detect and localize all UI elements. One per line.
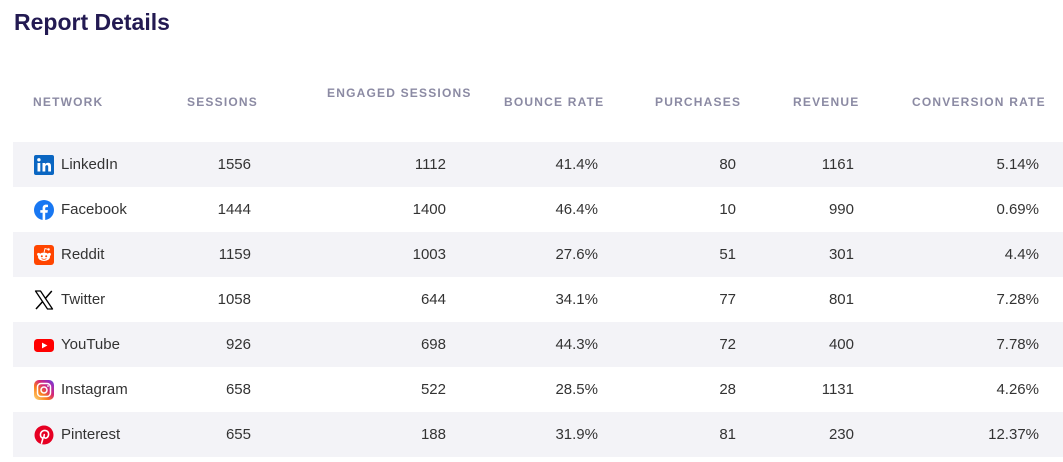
table-row[interactable]: Twitter 1058 644 34.1% 77 801 7.28%: [13, 277, 1063, 322]
revenue-value: 230: [828, 426, 854, 443]
revenue-value: 801: [828, 291, 854, 308]
conversion-rate-value: 7.28%: [996, 291, 1039, 308]
purchases-value: 51: [719, 246, 736, 263]
revenue-value: 1161: [821, 156, 854, 173]
conversion-rate-value: 4.4%: [1004, 246, 1039, 263]
column-header-revenue[interactable]: REVENUE: [793, 95, 860, 109]
column-header-purchases[interactable]: PURCHASES: [655, 95, 742, 109]
table-row[interactable]: Instagram 658 522 28.5% 28 1131 4.26%: [13, 367, 1063, 412]
purchases-value: 80: [719, 156, 736, 173]
youtube-icon: [34, 339, 54, 352]
linkedin-icon: [34, 155, 54, 175]
network-name[interactable]: Twitter: [61, 291, 106, 308]
column-header-bounce-rate[interactable]: BOUNCE RATE: [504, 95, 605, 109]
table-row[interactable]: Reddit 1159 1003 27.6% 51 301 4.4%: [13, 232, 1063, 277]
bounce-rate-value: 34.1%: [555, 291, 598, 308]
network-name[interactable]: Reddit: [61, 246, 105, 263]
sessions-value: 658: [225, 381, 251, 398]
purchases-value: 10: [719, 201, 736, 218]
network-name[interactable]: Instagram: [61, 381, 128, 398]
facebook-icon: [34, 200, 54, 220]
column-header-conversion-rate[interactable]: CONVERSION RATE: [912, 95, 1046, 109]
pinterest-icon: [34, 425, 54, 445]
revenue-value: 400: [828, 336, 854, 353]
bounce-rate-value: 46.4%: [555, 201, 598, 218]
column-header-engaged-sessions[interactable]: ENGAGED SESSIONS: [327, 86, 472, 100]
table-row[interactable]: Facebook 1444 1400 46.4% 10 990 0.69%: [13, 187, 1063, 232]
purchases-value: 28: [719, 381, 736, 398]
column-header-sessions[interactable]: SESSIONS: [187, 95, 258, 109]
network-name[interactable]: Facebook: [61, 201, 127, 218]
network-name[interactable]: YouTube: [61, 336, 120, 353]
engaged-sessions-value: 188: [420, 426, 446, 443]
sessions-value: 1444: [217, 201, 251, 218]
reddit-icon: [34, 245, 54, 265]
purchases-value: 81: [719, 426, 736, 443]
sessions-value: 1058: [217, 291, 251, 308]
conversion-rate-value: 7.78%: [996, 336, 1039, 353]
revenue-value: 990: [828, 201, 854, 218]
engaged-sessions-value: 1003: [412, 246, 446, 263]
table-row[interactable]: Pinterest 655 188 31.9% 81 230 12.37%: [13, 412, 1063, 457]
table-row[interactable]: YouTube 926 698 44.3% 72 400 7.78%: [13, 322, 1063, 367]
bounce-rate-value: 27.6%: [555, 246, 598, 263]
instagram-icon: [34, 380, 54, 400]
engaged-sessions-value: 1400: [412, 201, 446, 218]
network-name[interactable]: Pinterest: [61, 426, 121, 443]
conversion-rate-value: 4.26%: [996, 381, 1039, 398]
engaged-sessions-value: 698: [420, 336, 446, 353]
engaged-sessions-value: 644: [420, 291, 446, 308]
network-name[interactable]: LinkedIn: [61, 156, 118, 173]
purchases-value: 72: [719, 336, 736, 353]
bounce-rate-value: 28.5%: [555, 381, 598, 398]
sessions-value: 926: [225, 336, 251, 353]
engaged-sessions-value: 522: [420, 381, 446, 398]
engaged-sessions-value: 1112: [414, 156, 446, 173]
conversion-rate-value: 0.69%: [996, 201, 1039, 218]
bounce-rate-value: 41.4%: [555, 156, 598, 173]
bounce-rate-value: 31.9%: [555, 426, 598, 443]
revenue-value: 1131: [821, 381, 854, 398]
revenue-value: 301: [828, 246, 854, 263]
conversion-rate-value: 12.37%: [988, 426, 1039, 443]
twitter-x-icon: [34, 290, 54, 310]
bounce-rate-value: 44.3%: [555, 336, 598, 353]
sessions-value: 655: [225, 426, 251, 443]
table-row[interactable]: LinkedIn 1556 1112 41.4% 80 1161 5.14%: [13, 142, 1063, 187]
sessions-value: 1159: [218, 246, 251, 263]
page-title: Report Details: [14, 9, 170, 35]
table-body: LinkedIn 1556 1112 41.4% 80 1161 5.14% F…: [13, 142, 1063, 457]
column-header-network[interactable]: NETWORK: [33, 95, 104, 109]
sessions-value: 1556: [217, 156, 251, 173]
conversion-rate-value: 5.14%: [996, 156, 1039, 173]
purchases-value: 77: [719, 291, 736, 308]
